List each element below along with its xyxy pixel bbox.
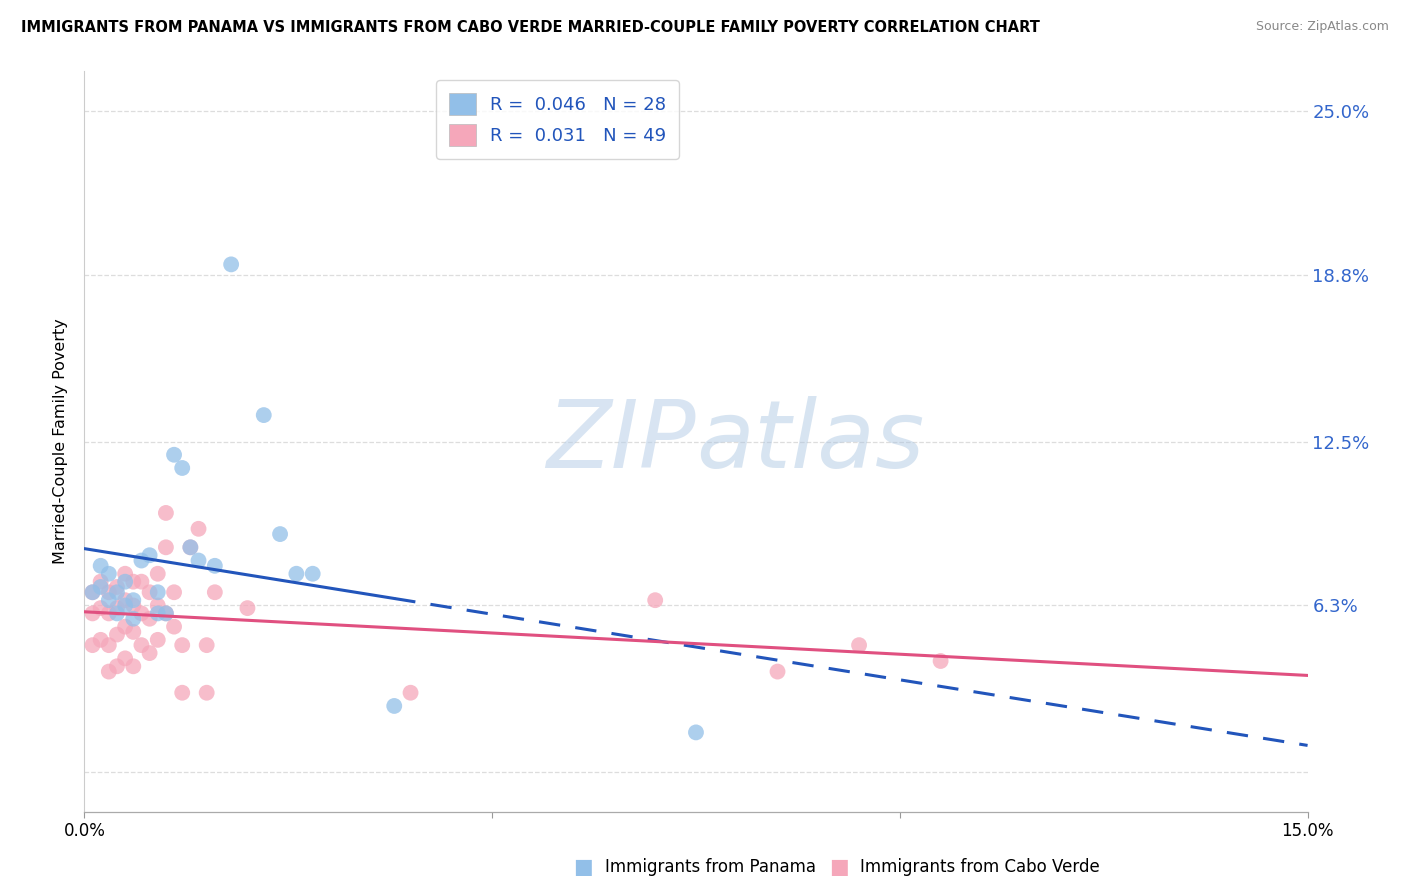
Point [195, 638, 218, 652]
Point [146, 607, 169, 621]
Point [155, 506, 177, 520]
Point [253, 408, 276, 422]
Point [155, 541, 177, 555]
Point [204, 558, 226, 573]
Point [172, 686, 194, 700]
Point [90, 580, 112, 594]
Point [236, 601, 259, 615]
Point [644, 593, 666, 607]
Point [179, 541, 201, 555]
Point [187, 522, 209, 536]
Point [138, 548, 160, 562]
Point [155, 607, 177, 621]
Point [382, 698, 405, 713]
Point [82, 638, 104, 652]
Point [90, 632, 112, 647]
Point [204, 585, 226, 599]
Legend: R =  0.046   N = 28, R =  0.031   N = 49: R = 0.046 N = 28, R = 0.031 N = 49 [436, 80, 679, 159]
Point [105, 659, 128, 673]
Point [122, 612, 145, 626]
Point [146, 566, 169, 581]
Point [97, 665, 120, 679]
Point [131, 607, 153, 621]
Point [122, 659, 145, 673]
Point [97, 566, 120, 581]
Point [97, 585, 120, 599]
Point [114, 593, 136, 607]
Point [122, 624, 145, 639]
Point [114, 566, 136, 581]
Point [90, 558, 112, 573]
Point [155, 607, 177, 621]
Point [122, 593, 145, 607]
Point [97, 638, 120, 652]
Point [114, 651, 136, 665]
Point [114, 619, 136, 633]
Point [82, 585, 104, 599]
Point [269, 527, 291, 541]
Point [172, 461, 194, 475]
Point [131, 553, 153, 567]
Point [848, 638, 870, 652]
Point [195, 686, 218, 700]
Point [122, 574, 145, 589]
Text: IMMIGRANTS FROM PANAMA VS IMMIGRANTS FROM CABO VERDE MARRIED-COUPLE FAMILY POVER: IMMIGRANTS FROM PANAMA VS IMMIGRANTS FRO… [21, 20, 1040, 35]
Point [172, 638, 194, 652]
Y-axis label: Married-Couple Family Poverty: Married-Couple Family Poverty [53, 318, 69, 565]
Point [105, 601, 128, 615]
Point [90, 574, 112, 589]
Point [301, 566, 323, 581]
Point [399, 686, 422, 700]
Point [131, 574, 153, 589]
Point [105, 585, 128, 599]
Point [90, 601, 112, 615]
Point [82, 585, 104, 599]
Text: ■: ■ [574, 857, 593, 877]
Point [114, 599, 136, 613]
Point [929, 654, 952, 668]
Point [97, 593, 120, 607]
Point [105, 627, 128, 641]
Text: ■: ■ [830, 857, 849, 877]
Point [105, 607, 128, 621]
Text: Source: ZipAtlas.com: Source: ZipAtlas.com [1256, 20, 1389, 33]
Point [163, 585, 186, 599]
Text: ZIP: ZIP [547, 396, 696, 487]
Point [138, 585, 160, 599]
Point [138, 646, 160, 660]
Point [146, 632, 169, 647]
Text: Immigrants from Panama: Immigrants from Panama [605, 858, 815, 876]
Point [146, 599, 169, 613]
Point [82, 607, 104, 621]
Point [766, 665, 789, 679]
Point [163, 619, 186, 633]
Point [163, 448, 186, 462]
Point [122, 599, 145, 613]
Text: atlas: atlas [696, 396, 924, 487]
Point [97, 607, 120, 621]
Point [285, 566, 308, 581]
Text: Immigrants from Cabo Verde: Immigrants from Cabo Verde [860, 858, 1101, 876]
Point [146, 585, 169, 599]
Point [105, 580, 128, 594]
Point [219, 257, 242, 271]
Point [138, 612, 160, 626]
Point [114, 574, 136, 589]
Point [131, 638, 153, 652]
Point [179, 541, 201, 555]
Point [187, 553, 209, 567]
Point [685, 725, 707, 739]
